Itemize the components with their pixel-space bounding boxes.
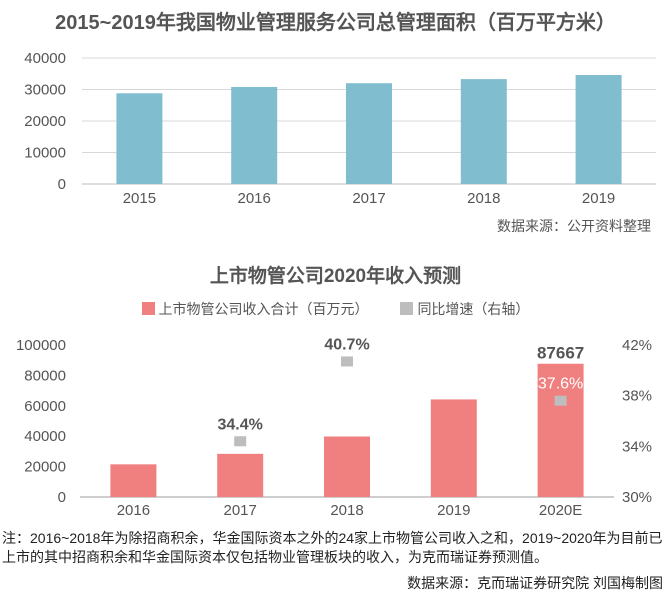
chart2-ytick-right-label: 42% — [622, 337, 652, 354]
chart2-bar-2018 — [324, 436, 370, 497]
chart1-xtick-label: 2016 — [238, 190, 271, 207]
chart2-growth-data-label: 34.4% — [218, 416, 263, 433]
chart2-title: 上市物管公司2020年收入预测 — [209, 266, 462, 287]
chart1-xtick-label: 2018 — [467, 190, 500, 207]
chart2-ytick-right-label: 30% — [622, 489, 652, 506]
legend-item-revenue: 上市物管公司收入合计（百万元） — [141, 299, 369, 319]
chart1-xtick-label: 2019 — [582, 190, 615, 207]
chart1-bar-2016 — [231, 86, 278, 184]
chart2-ytick-left-label: 0 — [58, 489, 66, 506]
chart1-bar-2017 — [346, 83, 392, 184]
chart2-xtick-label: 2016 — [117, 502, 150, 519]
chart2-xtick-label: 2017 — [224, 502, 257, 519]
chart1-title: 2015~2019年我国物业管理服务公司总管理面积（百万平方米） — [55, 12, 616, 34]
chart2-growth-data-label: 40.7% — [324, 336, 369, 353]
chart2-bar-2020E — [537, 363, 584, 497]
chart2-xtick-label: 2020E — [539, 502, 582, 519]
chart1-xtick-label: 2015 — [123, 190, 156, 207]
chart2-xtick-label: 2019 — [437, 502, 470, 519]
chart2-ytick-left-label: 60000 — [24, 398, 66, 415]
legend-swatch-growth — [400, 302, 414, 315]
chart1-source: 数据来源：公开资料整理 — [497, 218, 651, 234]
legend-item-growth: 同比增速（右轴） — [400, 299, 529, 319]
chart1-bar-2019 — [575, 75, 622, 184]
legend-label-revenue: 上市物管公司收入合计（百万元） — [158, 301, 369, 317]
legend-label-growth: 同比增速（右轴） — [417, 301, 530, 317]
chart2-growth-data-label: 37.6% — [538, 376, 583, 393]
chart2-ytick-left-label: 100000 — [16, 337, 66, 354]
chart1-ytick-label: 10000 — [24, 145, 66, 162]
chart2-growth-marker-2017 — [234, 436, 247, 447]
chart2-growth-marker-2020E — [554, 395, 567, 406]
chart2-ytick-left-label: 80000 — [24, 367, 66, 384]
chart1-bar-2015 — [116, 93, 163, 184]
legend-swatch-revenue — [141, 302, 155, 315]
chart1-ytick-label: 30000 — [24, 82, 66, 99]
chart2-ytick-left-label: 20000 — [24, 459, 66, 476]
chart2-ytick-right-label: 34% — [622, 438, 652, 455]
chart2-ytick-right-label: 38% — [622, 388, 652, 405]
chart1-bar-2018 — [460, 79, 507, 184]
footnote: 注：2016~2018年为除招商积余，华金国际资本之外的24家上市物管公司收入之… — [2, 530, 663, 565]
chart2-bar-2016 — [110, 464, 157, 497]
chart2-source: 数据来源：克而瑞证券研究院 刘国梅制图 — [407, 575, 663, 591]
chart1-ytick-label: 40000 — [24, 50, 66, 67]
chart2-xtick-label: 2018 — [330, 502, 363, 519]
chart1-ytick-label: 0 — [58, 176, 66, 193]
chart2-ytick-left-label: 40000 — [24, 428, 66, 445]
chart1-xtick-label: 2017 — [352, 190, 385, 207]
chart2-legend: 上市物管公司收入合计（百万元） 同比增速（右轴） — [0, 299, 671, 319]
chart2-bar-2019 — [430, 399, 477, 497]
chart2-growth-marker-2018 — [341, 356, 353, 367]
chart2-bar-2017 — [217, 453, 264, 497]
chart1-ytick-label: 20000 — [24, 113, 66, 130]
chart2-bar-data-label: 87667 — [537, 344, 584, 363]
